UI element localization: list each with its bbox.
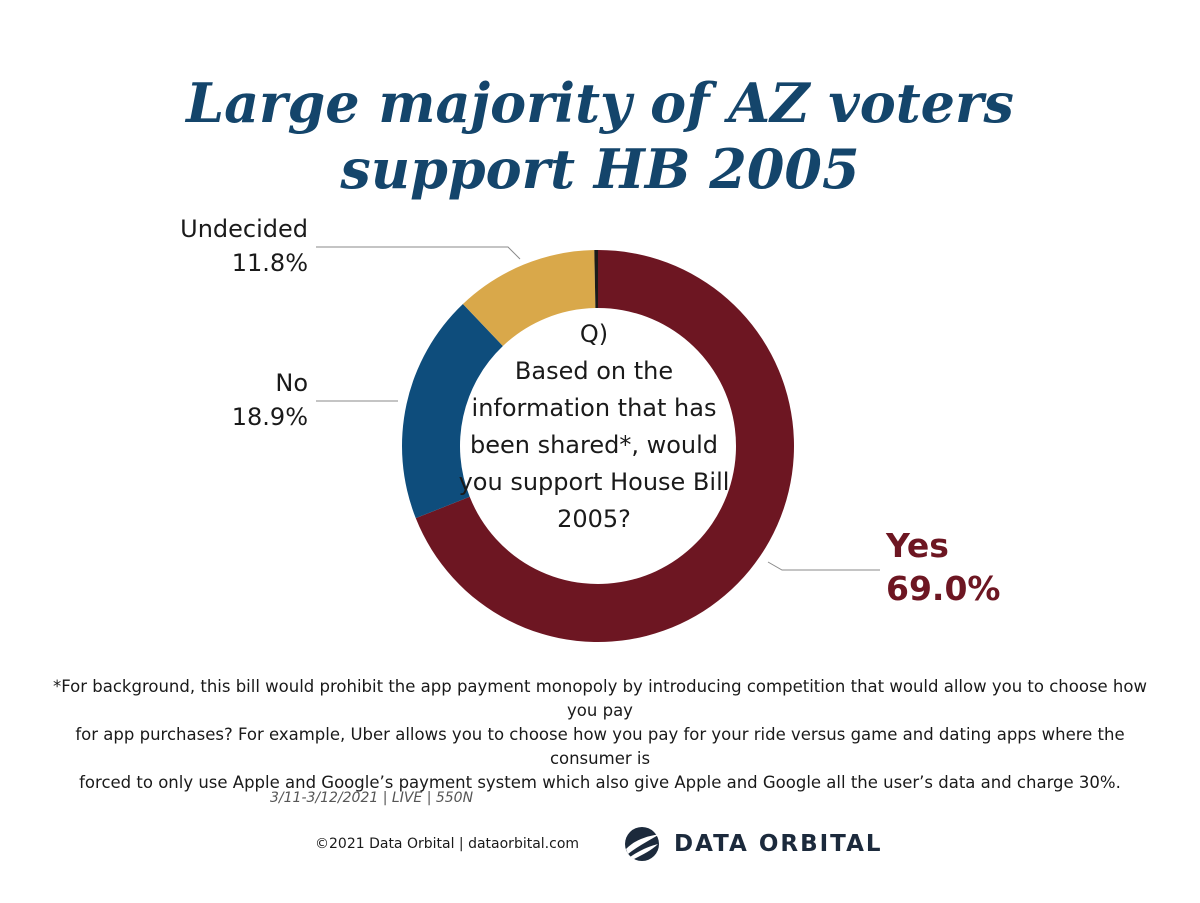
title-line-1: Large majority of AZ voters [186, 71, 1014, 135]
footnote-line-3: forced to only use Apple and Google’s pa… [79, 773, 1121, 792]
leader-line-yes [767, 561, 880, 571]
donut-slice-yes [415, 250, 794, 643]
footnote-line-1: *For background, this bill would prohibi… [53, 677, 1147, 720]
label-undecided-value: 11.8% [231, 249, 308, 277]
label-yes-name: Yes [886, 526, 949, 565]
leader-line-undecided [316, 246, 521, 260]
question-text: Q) Based on the information that has bee… [453, 316, 735, 538]
brand-name: DATA ORBITAL [674, 831, 883, 857]
label-undecided: Undecided 11.8% [150, 212, 308, 280]
donut-slice-undecided [462, 250, 596, 346]
label-yes-value: 69.0% [886, 569, 1001, 608]
question-body: Based on the information that has been s… [458, 357, 730, 533]
footnote-line-2: for app purchases? For example, Uber all… [75, 725, 1125, 768]
title-line-2: support HB 2005 [340, 137, 860, 201]
orbit-globe-icon [625, 827, 660, 861]
label-no-name: No [275, 369, 308, 397]
donut-slice-no [402, 303, 503, 519]
footnote: *For background, this bill would prohibi… [40, 675, 1160, 795]
chart-title: Large majority of AZ voters support HB 2… [0, 70, 1200, 202]
copyright-text: ©2021 Data Orbital | dataorbital.com [315, 836, 580, 852]
question-prefix: Q) [579, 320, 609, 348]
label-undecided-name: Undecided [180, 215, 308, 243]
donut-slice-other [594, 250, 598, 309]
label-no: No 18.9% [150, 366, 308, 434]
survey-meta: 3/11-3/12/2021 | LIVE | 550N [270, 790, 474, 806]
label-yes: Yes 69.0% [886, 524, 1086, 610]
label-no-value: 18.9% [231, 403, 308, 431]
brand-logo: DATA ORBITAL [622, 824, 883, 864]
